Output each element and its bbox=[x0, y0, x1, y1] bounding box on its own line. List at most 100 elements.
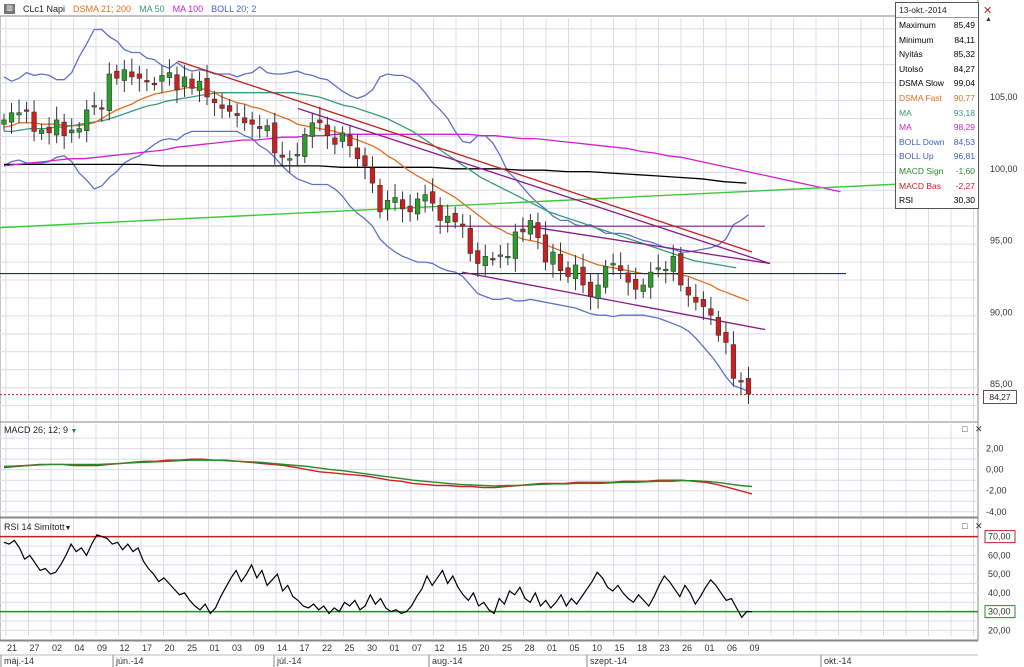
y-tick-label: 95,00 bbox=[990, 236, 1013, 246]
ma50-line bbox=[4, 92, 737, 269]
data-window-row: MA 98,29 bbox=[896, 120, 978, 135]
candle-body bbox=[475, 250, 481, 264]
candle-body bbox=[121, 69, 127, 81]
close-icon[interactable]: ✕ bbox=[975, 424, 983, 434]
candle-body bbox=[189, 78, 195, 89]
x-tick-label: 15 bbox=[457, 643, 467, 653]
x-tick-label: 21 bbox=[7, 643, 17, 653]
data-window-value: 96,81 bbox=[953, 151, 975, 162]
close-icon[interactable]: ✕ bbox=[983, 5, 993, 17]
candle-body bbox=[339, 132, 346, 142]
data-window-row: BOLL Up 96,81 bbox=[896, 149, 978, 164]
candle-body bbox=[196, 80, 203, 91]
candle-body bbox=[407, 205, 413, 213]
y-tick-label: 30,00 bbox=[988, 607, 1011, 617]
candle-body bbox=[54, 119, 60, 136]
chart-type-icon[interactable]: ▥ bbox=[4, 4, 15, 14]
candle-body bbox=[572, 264, 579, 279]
indicator-boll[interactable]: BOLL 20; 2 bbox=[211, 4, 257, 14]
data-window-row: Utolsó 84,27 bbox=[896, 62, 978, 77]
candle-body bbox=[354, 147, 361, 160]
x-tick-label: 01 bbox=[705, 643, 715, 653]
indicator-dsma[interactable]: DSMA 21; 200 bbox=[73, 4, 132, 14]
data-window-label: BOLL Up bbox=[899, 151, 934, 162]
last-price-label: 84,27 bbox=[983, 390, 1017, 404]
macd-layer bbox=[3, 458, 753, 495]
chevron-down-icon[interactable]: ▼ bbox=[64, 525, 72, 532]
x-tick-label: 17 bbox=[300, 643, 310, 653]
chevron-down-icon[interactable]: ▼ bbox=[70, 428, 78, 435]
x-tick-label: 17 bbox=[142, 643, 152, 653]
candle-body bbox=[738, 380, 744, 383]
arrow-up-icon[interactable]: ▲ bbox=[985, 16, 992, 23]
x-tick-label: 06 bbox=[727, 643, 737, 653]
candle-body bbox=[362, 155, 368, 167]
maximize-icon[interactable]: □ bbox=[962, 424, 968, 434]
candle-body bbox=[106, 73, 112, 111]
candle-body bbox=[174, 74, 180, 91]
data-window-label: Utolsó bbox=[899, 63, 924, 74]
candle-body bbox=[700, 299, 706, 307]
x-tick-label: 12 bbox=[120, 643, 130, 653]
candle-body bbox=[16, 112, 22, 116]
data-window-label: Nyitás bbox=[899, 49, 923, 60]
candle-body bbox=[618, 265, 624, 271]
x-tick-label: 01 bbox=[547, 643, 557, 653]
y-tick-label: 2,00 bbox=[986, 444, 1004, 454]
data-window-value: 30,30 bbox=[953, 195, 975, 206]
x-tick-label: 28 bbox=[525, 643, 535, 653]
x-tick-label: 15 bbox=[615, 643, 625, 653]
data-window-date: 13-okt.-2014 bbox=[896, 3, 978, 18]
candle-body bbox=[159, 75, 165, 82]
x-tick-label: 07 bbox=[412, 643, 422, 653]
indicator-ma100[interactable]: MA 100 bbox=[172, 4, 204, 14]
close-icon[interactable]: ✕ bbox=[975, 521, 983, 531]
x-tick-label: 25 bbox=[187, 643, 197, 653]
maximize-icon[interactable]: □ bbox=[962, 521, 968, 531]
signal-line bbox=[3, 459, 753, 488]
candle-body bbox=[309, 122, 315, 137]
rsi-panel-header[interactable]: RSI 14 Simított▼ bbox=[4, 522, 72, 532]
x-tick-label: 23 bbox=[660, 643, 670, 653]
x-tick-label: 01 bbox=[210, 643, 220, 653]
candle-body bbox=[520, 228, 526, 233]
candle-body bbox=[723, 332, 729, 343]
candle-body bbox=[181, 76, 188, 88]
x-tick-label: 30 bbox=[367, 643, 377, 653]
candle-body bbox=[512, 231, 518, 259]
x-tick-label: 27 bbox=[30, 643, 40, 653]
candle-body bbox=[678, 253, 684, 286]
y-tick-label: 100,00 bbox=[990, 164, 1018, 174]
candle-body bbox=[565, 267, 571, 277]
macd-panel-header[interactable]: MACD 26; 12; 9 ▼ bbox=[4, 425, 78, 435]
data-window-row: RSI 30,30 bbox=[896, 193, 978, 208]
data-window-value: 84,27 bbox=[953, 63, 975, 74]
candle-body bbox=[535, 222, 541, 238]
x-tick-label: 03 bbox=[232, 643, 242, 653]
candle-body bbox=[437, 205, 443, 221]
data-window-label: MA bbox=[899, 122, 912, 133]
candle-body bbox=[76, 128, 82, 133]
y-tick-label: 85,00 bbox=[990, 379, 1013, 389]
candle-body bbox=[369, 167, 376, 184]
candle-body bbox=[497, 254, 503, 257]
candle-body bbox=[715, 317, 721, 336]
x-tick-label: 25 bbox=[502, 643, 512, 653]
candle-body bbox=[38, 129, 45, 134]
ticker-label[interactable]: CLc1 Napi bbox=[23, 4, 66, 14]
data-window-value: 98,29 bbox=[953, 122, 975, 133]
candle-body bbox=[633, 278, 639, 290]
price-panel-header: ▥ CLc1 Napi DSMA 21; 200 MA 50 MA 100 BO… bbox=[4, 2, 256, 16]
month-label: jún.-14 bbox=[115, 656, 144, 666]
indicator-ma50[interactable]: MA 50 bbox=[139, 4, 165, 14]
y-tick-label: 70,00 bbox=[988, 532, 1011, 542]
y-tick-label: 0,00 bbox=[986, 465, 1004, 475]
data-window-row: DSMA Slow 99,04 bbox=[896, 76, 978, 91]
candle-body bbox=[249, 119, 255, 125]
candle-body bbox=[91, 105, 97, 108]
candle-body bbox=[663, 268, 669, 272]
candle-body bbox=[595, 284, 601, 299]
data-window-row: MA 93,18 bbox=[896, 106, 978, 121]
